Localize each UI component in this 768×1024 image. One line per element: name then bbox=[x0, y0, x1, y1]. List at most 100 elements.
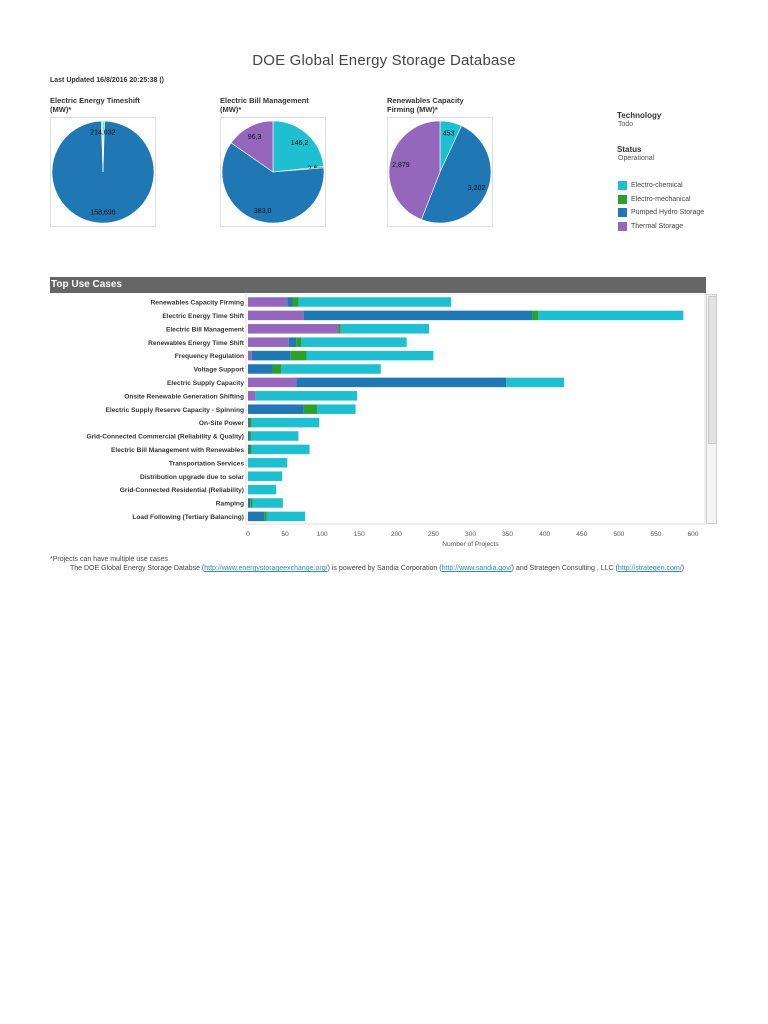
pie-title-energy-timeshift: Electric Energy Timeshift (MW)* bbox=[50, 96, 140, 114]
bar-segment-pumped-hydro[interactable] bbox=[288, 337, 297, 347]
pie-chart-bill-management[interactable]: 146,22,6383,096,3 bbox=[220, 117, 326, 227]
bar-segment-electro-chemical[interactable] bbox=[537, 310, 684, 321]
x-tick-label: 50 bbox=[281, 531, 289, 538]
bar-segment-thermal[interactable] bbox=[248, 377, 297, 388]
legend-swatch bbox=[618, 194, 627, 204]
bar-segment-thermal[interactable] bbox=[248, 350, 252, 361]
strategen-link[interactable]: http://strategen.com/ bbox=[617, 565, 682, 572]
pie-slice-pumped-hydro[interactable] bbox=[51, 120, 155, 224]
bar-segment-electro-mechanical[interactable] bbox=[292, 297, 299, 307]
pie-slice-label: 96,3 bbox=[248, 134, 262, 141]
pie-chart-capacity-firming[interactable]: 453 3,202 2,879 bbox=[387, 117, 493, 227]
bar-segment-electro-chemical[interactable] bbox=[252, 498, 283, 508]
bar-segment-electro-chemical[interactable] bbox=[248, 525, 274, 535]
bar-segment-electro-chemical[interactable] bbox=[248, 458, 288, 468]
pie-subtitle-line: (MW)* bbox=[220, 105, 242, 114]
legend-label: Pumped Hydro Storage bbox=[631, 209, 705, 217]
legend-item-electro-chemical[interactable]: Electro-chemical bbox=[618, 179, 704, 193]
bar-segment-electro-chemical[interactable] bbox=[316, 404, 356, 414]
bar-segment-electro-chemical[interactable] bbox=[248, 471, 283, 481]
bar-segment-thermal[interactable] bbox=[248, 324, 339, 334]
bar-segment-pumped-hydro[interactable] bbox=[248, 511, 265, 522]
plot-border bbox=[245, 293, 706, 525]
bar-segment-electro-mechanical[interactable] bbox=[303, 404, 317, 414]
bar-segment-pumped-hydro[interactable] bbox=[251, 350, 291, 361]
pie-title-line: Electric Energy Timeshift bbox=[50, 96, 140, 105]
legend-item-thermal[interactable]: Thermal Storage bbox=[618, 220, 704, 234]
pie-slice-label: 214.032 bbox=[90, 130, 115, 137]
category-label: Electric Supply Capacity bbox=[167, 380, 244, 387]
legend-label: Electro-chemical bbox=[631, 182, 683, 190]
bar-segment-electro-mechanical[interactable] bbox=[249, 431, 251, 441]
legend-item-pumped-hydro[interactable]: Pumped Hydro Storage bbox=[618, 206, 704, 220]
x-tick-label: 250 bbox=[428, 531, 439, 538]
legend-item-electro-mechanical[interactable]: Electro-mechanical bbox=[618, 193, 704, 207]
sandia-link[interactable]: http://www.sandia.gov/ bbox=[441, 565, 512, 572]
bar-segment-pumped-hydro[interactable] bbox=[296, 377, 507, 388]
technology-filter-label: Technology bbox=[617, 111, 662, 120]
status-filter-value[interactable]: Operational bbox=[618, 155, 655, 162]
bar-segment-electro-chemical[interactable] bbox=[248, 484, 277, 495]
pie-subtitle-line: Firming (MW)* bbox=[387, 105, 438, 114]
bar-segment-electro-chemical[interactable] bbox=[298, 297, 452, 307]
bar-segment-electro-mechanical[interactable] bbox=[249, 417, 252, 428]
bar-segment-electro-mechanical[interactable] bbox=[272, 364, 282, 374]
category-label: Frequency Regulation bbox=[175, 353, 244, 360]
technology-filter-value[interactable]: Todo bbox=[618, 121, 634, 128]
pie-slice-thermal[interactable] bbox=[230, 120, 274, 173]
bar-segment-pumped-hydro[interactable] bbox=[248, 404, 304, 414]
bar-segment-electro-chemical[interactable] bbox=[506, 377, 564, 388]
category-label: Electric Bill Management with Renewables bbox=[111, 447, 244, 454]
pie-slice-electro-chemical[interactable] bbox=[272, 120, 325, 173]
bar-segment-electro-mechanical[interactable] bbox=[264, 511, 267, 522]
pie-slice-label: 158,696 bbox=[90, 209, 115, 216]
bar-segment-thermal[interactable] bbox=[248, 297, 288, 307]
scrollbar-thumb[interactable] bbox=[708, 296, 717, 444]
category-label: Renewables Energy Time Shift bbox=[148, 340, 245, 347]
bar-segment-pumped-hydro[interactable] bbox=[248, 498, 251, 508]
bar-segment-pumped-hydro[interactable] bbox=[287, 297, 293, 307]
energystorageexchange-link[interactable]: http://www.energystorageexchange.org/ bbox=[204, 565, 328, 572]
x-tick-label: 100 bbox=[317, 531, 328, 538]
category-label: Stationary Transmission/Distribution Upg… bbox=[73, 527, 244, 534]
x-tick-label: 0 bbox=[246, 531, 250, 538]
bar-segment-electro-chemical[interactable] bbox=[281, 364, 381, 374]
pie-slice-label: 2,879 bbox=[392, 162, 410, 169]
chart-scrollbar[interactable] bbox=[706, 294, 717, 524]
bar-segment-electro-chemical[interactable] bbox=[251, 417, 320, 428]
category-label: Grid-Connected Residential (Reliability) bbox=[120, 487, 244, 494]
bar-segment-electro-chemical[interactable] bbox=[251, 444, 310, 455]
bar-segment-electro-chemical[interactable] bbox=[266, 511, 306, 522]
bar-segment-electro-chemical[interactable] bbox=[301, 337, 407, 347]
bar-segment-electro-mechanical[interactable] bbox=[249, 444, 252, 455]
bar-segment-pumped-hydro[interactable] bbox=[248, 364, 273, 374]
bar-segment-thermal[interactable] bbox=[248, 310, 304, 321]
credits-text: ) and Strategen Consulting , LLC ( bbox=[511, 565, 618, 572]
bar-segment-electro-mechanical[interactable] bbox=[296, 337, 302, 347]
bar-segment-thermal[interactable] bbox=[248, 391, 256, 401]
bar-segment-electro-mechanical[interactable] bbox=[338, 324, 341, 334]
bar-segment-electro-chemical[interactable] bbox=[306, 350, 434, 361]
bar-segment-pumped-hydro[interactable] bbox=[248, 431, 250, 441]
bar-segment-electro-chemical[interactable] bbox=[250, 431, 299, 441]
credits-text: The DOE Global Energy Storage Databse ( bbox=[70, 565, 205, 572]
bar-segment-electro-mechanical[interactable] bbox=[532, 310, 538, 321]
bar-segment-electro-chemical[interactable] bbox=[255, 391, 358, 401]
bar-segment-electro-chemical[interactable] bbox=[340, 324, 429, 334]
bar-segment-thermal[interactable] bbox=[248, 337, 289, 347]
bar-segment-electro-mechanical[interactable] bbox=[250, 498, 253, 508]
pie-title-bill-management: Electric Bill Management (MW)* bbox=[220, 96, 309, 114]
bar-segment-pumped-hydro[interactable] bbox=[248, 417, 250, 428]
pie-slice-pumped-hydro[interactable] bbox=[421, 125, 492, 224]
pie-slice-pumped-hydro[interactable] bbox=[221, 142, 325, 224]
last-updated-text: Last Updated 16/8/2016 20:25:38 () bbox=[50, 77, 164, 84]
bar-segment-pumped-hydro[interactable] bbox=[303, 310, 533, 321]
pie-slice-label: 383,0 bbox=[254, 208, 272, 215]
category-label: Electric Energy Time Shift bbox=[162, 313, 244, 320]
category-label: Voltage Support bbox=[194, 367, 245, 374]
pie-chart-energy-timeshift[interactable]: 158,696 214.032 bbox=[50, 117, 156, 227]
pie-slice-label: 146,2 bbox=[291, 140, 309, 147]
bar-segment-pumped-hydro[interactable] bbox=[248, 444, 250, 455]
pie-slice-thermal[interactable] bbox=[388, 120, 441, 220]
bar-segment-electro-mechanical[interactable] bbox=[290, 350, 307, 361]
